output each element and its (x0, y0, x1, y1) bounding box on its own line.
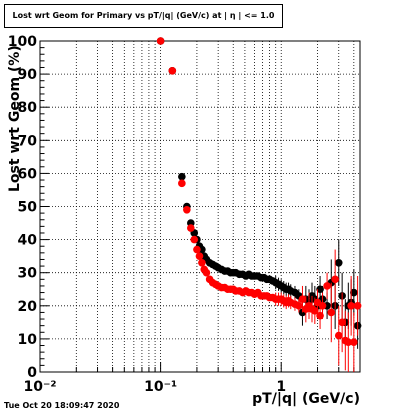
data-point (318, 302, 327, 310)
data-point (311, 306, 319, 315)
data-point (190, 235, 199, 244)
y-tick-label: 20 (18, 299, 38, 315)
y-tick-label: 50 (18, 200, 38, 216)
data-point (323, 282, 331, 290)
y-tick-label: 90 (18, 67, 38, 83)
data-point (338, 318, 346, 327)
x-tick-label: 10⁻¹ (144, 379, 177, 395)
data-point (298, 295, 307, 303)
y-tick-label: 40 (18, 233, 38, 249)
timestamp: Tue Oct 20 18:09:47 2020 (4, 401, 120, 410)
data-point (295, 302, 303, 310)
y-tick-label: 80 (18, 100, 38, 116)
data-point (193, 245, 201, 254)
data-point (156, 37, 165, 45)
data-point (178, 172, 186, 181)
data-point (344, 338, 353, 347)
x-tick-label: 1 (276, 379, 286, 395)
y-tick-label: 100 (8, 34, 37, 50)
x-tick-label: 10⁻² (23, 379, 56, 395)
data-point (187, 224, 195, 232)
data-point (327, 308, 336, 317)
y-tick-label: 10 (18, 332, 38, 348)
y-tick-label: 30 (18, 266, 38, 282)
data-point (350, 288, 358, 297)
data-point (334, 258, 343, 267)
x-axis-label: pT/|q| (GeV/c) (252, 391, 360, 407)
data-point (168, 66, 177, 75)
y-tick-label: 60 (18, 166, 38, 182)
chart-title-box: Lost wrt Geom for Primary vs pT/|q| (GeV… (4, 4, 283, 28)
data-point (178, 179, 186, 188)
data-point (183, 206, 191, 214)
data-point (350, 338, 358, 347)
y-tick-label: 0 (27, 365, 37, 381)
data-point (198, 258, 206, 267)
data-point (347, 302, 355, 310)
data-point (331, 275, 339, 284)
data-point (195, 252, 204, 260)
y-axis-label: Lost wrt Geom (%) (7, 45, 23, 192)
data-point (202, 268, 211, 277)
y-tick-label: 70 (18, 133, 38, 149)
data-point (316, 285, 324, 294)
data-point (353, 302, 362, 310)
chart-title: Lost wrt Geom for Primary vs pT/|q| (GeV… (12, 11, 275, 20)
data-point (316, 311, 324, 320)
data-point (334, 331, 343, 340)
